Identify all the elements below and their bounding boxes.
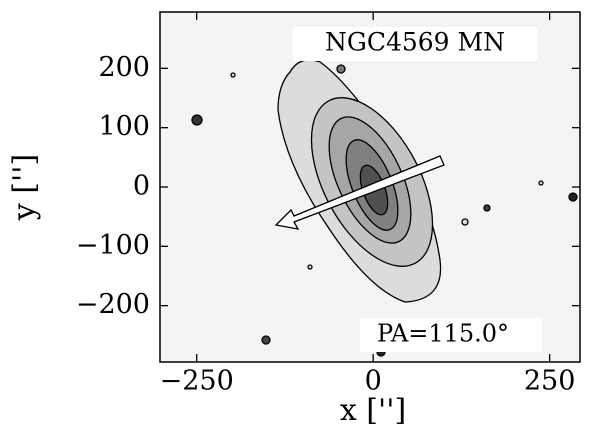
y-tick-label: 0 bbox=[133, 171, 150, 202]
chart-title: NGC4569 MN bbox=[325, 28, 505, 57]
x-tick-label: 250 bbox=[524, 366, 576, 397]
pa-arrow bbox=[274, 155, 445, 230]
y-tick-label: −200 bbox=[76, 289, 150, 320]
annotation: PA=115.0° bbox=[377, 320, 509, 348]
y-axis-label: y [''] bbox=[7, 154, 42, 221]
y-tick-label: 200 bbox=[98, 52, 150, 83]
title-box bbox=[293, 27, 538, 61]
annotation-box bbox=[360, 318, 542, 352]
x-tick-label: 0 bbox=[365, 366, 382, 397]
y-tick-label: −100 bbox=[76, 230, 150, 261]
x-tick-label: −250 bbox=[160, 366, 234, 397]
y-tick-label: 100 bbox=[98, 111, 150, 142]
x-axis-label: x [''] bbox=[340, 393, 406, 428]
